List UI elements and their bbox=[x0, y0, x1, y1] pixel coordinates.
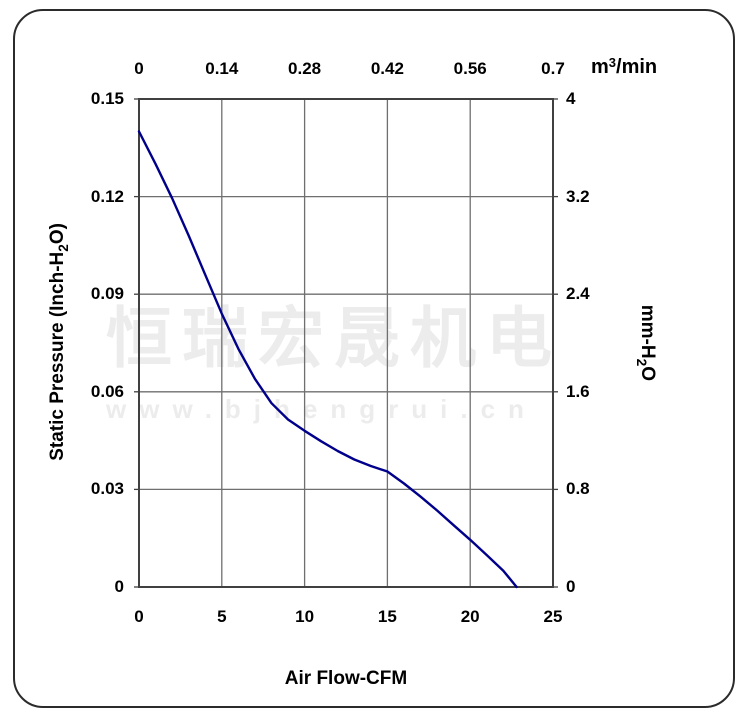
top-axis-unit-label: m3/min bbox=[591, 55, 657, 79]
unit-suffix: /min bbox=[616, 56, 658, 78]
unit-superscript: 3 bbox=[608, 55, 617, 70]
left-title-suffix: O) bbox=[47, 223, 69, 245]
left-axis-title: Static Pressure (Inch-H2O) bbox=[47, 177, 71, 507]
bottom-axis-title: Air Flow-CFM bbox=[284, 668, 408, 689]
chart-card-border bbox=[13, 9, 735, 708]
right-axis-title: mm-H2O bbox=[634, 178, 658, 508]
watermark-website-text: www.bjhengrui.cn bbox=[106, 394, 537, 424]
left-title-text: Static Pressure (Inch-H bbox=[47, 251, 69, 461]
left-title-subscript: 2 bbox=[55, 244, 71, 252]
right-title-text: mm-H bbox=[636, 304, 658, 359]
plot-frame bbox=[138, 98, 554, 588]
right-title-suffix: O bbox=[636, 366, 658, 382]
unit-base: m bbox=[591, 56, 609, 78]
static-pressure-curve bbox=[137, 130, 518, 589]
watermark-company-text: 恒瑞宏晟机电 bbox=[106, 301, 562, 375]
